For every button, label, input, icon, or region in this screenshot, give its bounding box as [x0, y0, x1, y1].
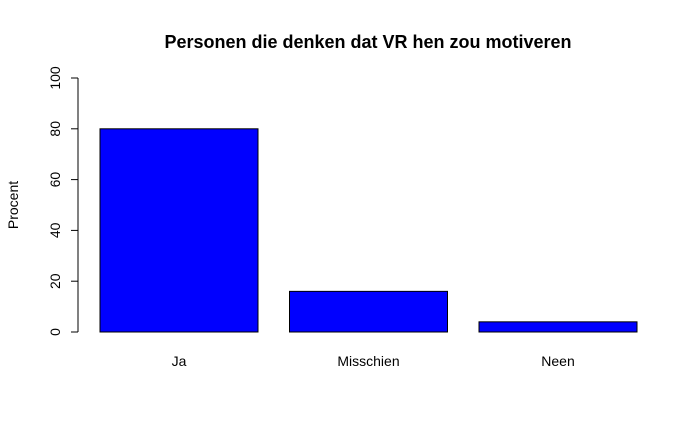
x-category-label: Misschien	[337, 353, 399, 369]
y-tick-label: 40	[47, 222, 63, 238]
bar-ja	[99, 128, 259, 333]
x-category-label: Ja	[172, 353, 187, 369]
y-tick-label: 80	[47, 121, 63, 137]
x-category-label: Neen	[541, 353, 574, 369]
y-tick-label: 100	[47, 66, 63, 90]
y-axis: 0 20 40 60 80 100	[47, 66, 79, 336]
y-tick-label: 20	[47, 273, 63, 289]
bar-neen	[478, 321, 638, 333]
y-tick-label: 0	[47, 328, 63, 336]
y-axis-label: Procent	[5, 181, 21, 229]
y-tick-label: 60	[47, 172, 63, 188]
chart-title: Personen die denken dat VR hen zou motiv…	[164, 32, 571, 52]
category-labels: Ja Misschien Neen	[172, 353, 575, 369]
bars	[99, 128, 638, 333]
bar-misschien	[289, 290, 448, 333]
